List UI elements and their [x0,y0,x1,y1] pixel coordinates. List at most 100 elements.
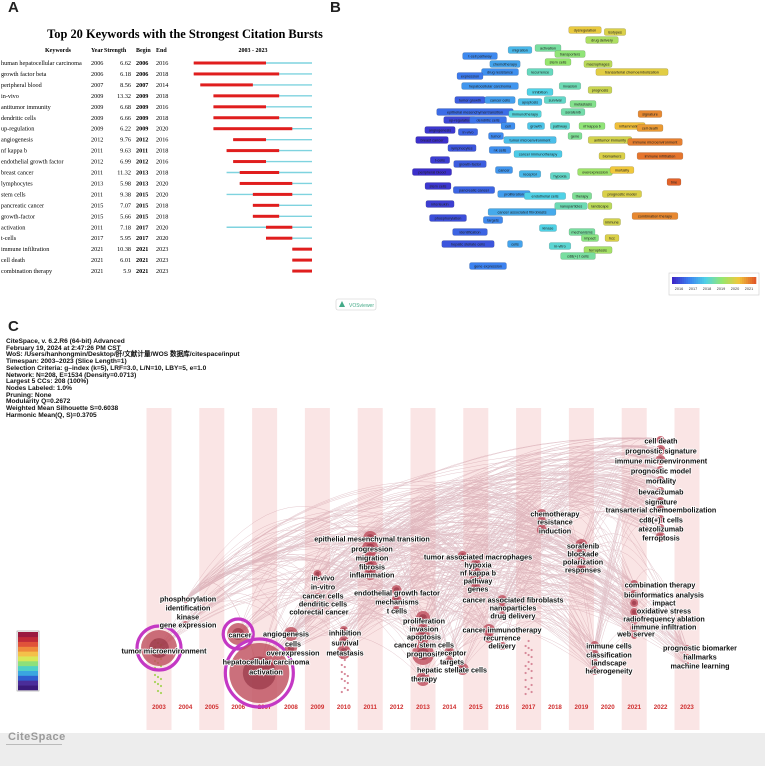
vos-node-box [462,52,498,60]
colorbar-segment [734,277,737,284]
timeline-label-drug-delivery-43: drug delivery [490,611,535,620]
citation-link [343,478,661,631]
citespace-logo: CiteSpace [8,731,66,743]
timeline-node-nanoparticles-42 [498,604,507,612]
burst-keyword-endothelial-growth-factor: endothelial growth factor [1,159,64,166]
burst-begin-nf-kappa-b: 2011 [136,148,148,155]
vos-node-growth-30: growth [527,122,545,130]
citation-link [581,437,661,546]
meta-line-5: Network: N=208, E=1534 (Density=0.0713) [6,371,137,379]
timeline-label-pathway-36: pathway [464,576,493,585]
timeline-node-impact-60 [630,599,639,607]
citespace-timeline: 2003 2004 2005 2006 2007 2008 2009 2010 2011 2012… [16,408,738,730]
vos-node-label: nf kappa b [583,124,601,128]
burst-begin-combination-therapy: 2021 [136,268,148,275]
colorbar-segment [706,277,709,284]
timeline-node-induction-49 [536,525,547,535]
colorbar-segment [740,277,743,284]
vos-node-box [603,28,627,36]
vos-node-label: immune [605,220,619,224]
vos-node-label: stem cells [430,184,447,188]
minor-node [340,670,343,674]
vos-node-label: biomarkers [603,154,622,158]
minor-node [346,674,349,678]
node-core [416,647,430,661]
vos-node-tumor-growth-18: tumor growth [454,96,486,104]
timeline-label-ferroptosis-75: ferroptosis [642,533,680,542]
timeline-label-combination-therapy-58: combination therapy [625,580,696,589]
citation-link [422,571,635,621]
burst-strength-pancreatic-cancer: 7.07 [120,202,131,209]
vos-node-phosphorylation-67: phosphorylation [429,214,467,222]
vos-node-label: hcc [609,236,615,240]
vos-node-ferroptosis-79: ferroptosis [583,246,613,254]
citation-link [396,575,490,639]
node-core [366,534,375,542]
node-core [315,571,320,577]
burst-bar-growth-factor [252,214,280,218]
year-label-2004: 2004 [179,704,193,711]
citation-link [317,527,635,597]
timeline-label-cancer-associated-fibroblasts-41: cancer associated fibroblasts [462,595,563,604]
burst-keyword-up-regulation: up-regulation [1,126,34,133]
vos-node-label: isotypes [608,30,622,34]
vos-node-box [587,86,613,94]
node-core [242,656,276,690]
vos-node-combination-therapy-69: combination therapy [631,212,679,220]
year-label-2022: 2022 [654,704,668,711]
timeline-label-invasion-28: invasion [409,624,438,633]
colorbar-segment [724,277,727,284]
citation-link [290,473,661,635]
node-core [459,665,466,673]
timeline-label-cell-death-65: cell death [644,436,677,445]
vos-node-invasion-15: invasion [558,82,582,90]
colorbar-segment [690,277,693,284]
node-core [632,600,637,606]
timeline-label-tumor-associated-macrophages-33: tumor associated macrophages [424,552,532,561]
citation-link [317,572,397,613]
burst-strength-nf-kappa-b: 9.63 [120,148,131,155]
vos-node-box [495,166,513,174]
vos-node-label: in-vitro [554,244,565,248]
burst-end-activation: 2020 [156,224,168,231]
burst-bar-growth-factor-beta [193,72,280,76]
burst-strength-endothelial-growth-factor: 6.99 [120,159,131,166]
node-core [341,638,347,644]
burst-keyword-lymphocytes: lymphocytes [1,180,33,187]
timeline-color-legend-swatch [18,646,38,652]
citation-link [541,517,595,646]
citation-link [449,562,635,662]
colorbar-segment [678,277,681,284]
vos-node-label: signature [642,112,658,116]
citation-link [317,563,397,605]
burst-end-t-cells: 2020 [156,235,168,242]
timeline-label-landscape-56: landscape [591,658,626,667]
colorbar-segment [752,277,755,284]
colorbar-segment [710,277,713,284]
vos-node-angiogenesis-35: angiogenesis [424,126,456,134]
vos-node-in-vivo-36: in-vivo [458,128,478,136]
vos-node-box [548,242,572,250]
node-core [366,570,374,578]
timeline-node-machine-learning-78 [684,662,690,668]
burst-begin-pancreatic-cancer: 2015 [136,202,148,209]
colorbar-segment [674,277,677,284]
vos-node-migration-5: migration [507,46,533,54]
timeline-label-prognostic-biomarker-76: prognostic biomarker [663,643,737,652]
vos-node-label: pathway [553,124,567,128]
burst-begin-growth-factor: 2015 [136,213,148,220]
minor-node [156,675,160,679]
citation-link [422,582,688,666]
colorbar-segment [750,277,753,284]
timeline-color-legend-swatch [18,651,38,657]
timeline-label-survival-17: survival [331,638,358,647]
vos-node-box [415,136,449,144]
colorbar-segment [688,277,691,284]
burst-begin-angiogenesis: 2012 [136,137,148,144]
timeline-node-nf-kappa-b-35 [470,567,481,577]
burst-keyword-growth-factor-beta: growth factor beta [1,71,47,78]
vos-node-activation-3: activation [534,44,562,52]
citation-link [422,493,542,619]
vos-node-box [527,122,545,130]
node-core [394,607,399,613]
